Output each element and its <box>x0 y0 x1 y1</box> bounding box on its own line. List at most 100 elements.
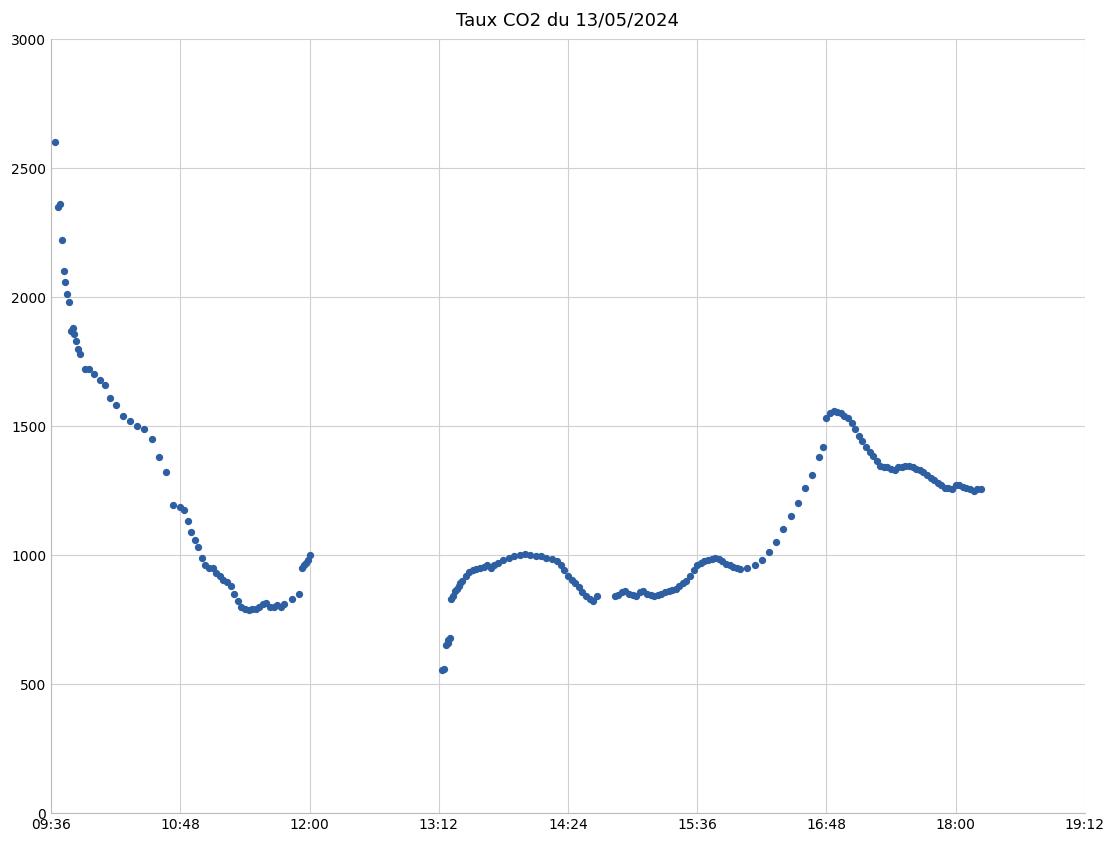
Point <box>494 554 512 567</box>
Point <box>240 604 258 617</box>
Point <box>552 559 570 572</box>
Point <box>739 561 757 575</box>
Point <box>471 561 489 575</box>
Point <box>76 362 94 376</box>
Point <box>461 565 479 578</box>
Point <box>836 409 854 422</box>
Point <box>521 548 539 561</box>
Point <box>918 469 936 482</box>
Point <box>825 404 843 417</box>
Point <box>907 462 925 475</box>
Point <box>439 633 456 647</box>
Point <box>889 460 907 474</box>
Point <box>446 584 464 598</box>
Point <box>211 569 229 583</box>
Point <box>258 596 276 609</box>
Point <box>860 445 878 459</box>
Point <box>282 592 300 605</box>
Point <box>606 589 624 603</box>
Point <box>532 550 550 563</box>
Point <box>516 547 533 561</box>
Point <box>190 540 208 554</box>
Point <box>789 497 807 510</box>
Point <box>574 586 591 599</box>
Point <box>175 503 193 517</box>
Point <box>703 552 721 566</box>
Point <box>500 550 518 564</box>
Point <box>849 430 867 443</box>
Point <box>940 481 958 495</box>
Point <box>753 554 771 567</box>
Point <box>706 550 724 564</box>
Point <box>264 600 282 614</box>
Point <box>872 459 889 473</box>
Point <box>588 589 606 603</box>
Point <box>731 562 749 576</box>
Point <box>297 556 315 570</box>
Point <box>182 525 200 539</box>
Point <box>225 587 243 600</box>
Point <box>437 639 455 652</box>
Point <box>218 576 235 589</box>
Point <box>85 368 103 381</box>
Point <box>122 414 140 427</box>
Point <box>857 440 875 454</box>
Point <box>796 481 814 495</box>
Point <box>214 572 232 586</box>
Point <box>616 584 634 598</box>
Point <box>90 373 108 386</box>
Point <box>671 579 689 593</box>
Point <box>247 603 264 616</box>
Point <box>685 564 703 577</box>
Point <box>49 200 67 213</box>
Point <box>114 409 132 422</box>
Point <box>442 592 460 605</box>
Point <box>814 440 831 454</box>
Point <box>631 586 648 599</box>
Point <box>810 450 828 464</box>
Point <box>724 560 742 573</box>
Point <box>456 569 474 583</box>
Point <box>901 459 918 473</box>
Point <box>904 460 922 474</box>
Point <box>200 561 218 575</box>
Point <box>882 462 899 475</box>
Point <box>485 559 503 572</box>
Point <box>713 555 731 568</box>
Point <box>538 550 556 564</box>
Point <box>846 422 864 435</box>
Point <box>768 535 786 549</box>
Point <box>290 587 308 600</box>
Point <box>570 581 588 594</box>
Point <box>556 564 574 577</box>
Point <box>506 550 523 563</box>
Point <box>886 463 904 476</box>
Point <box>577 589 595 603</box>
Point <box>157 465 175 479</box>
Point <box>150 450 167 464</box>
Title: Taux CO2 du 13/05/2024: Taux CO2 du 13/05/2024 <box>456 11 680 30</box>
Point <box>448 582 465 595</box>
Point <box>67 334 85 347</box>
Point <box>441 631 459 644</box>
Point <box>660 584 677 598</box>
Point <box>695 555 713 568</box>
Point <box>272 600 290 614</box>
Point <box>299 554 317 567</box>
Point <box>60 295 78 309</box>
Point <box>232 600 250 614</box>
Point <box>135 422 153 435</box>
Point <box>559 569 577 583</box>
Point <box>864 449 882 463</box>
Point <box>511 548 529 561</box>
Point <box>681 569 699 583</box>
Point <box>951 479 969 492</box>
Point <box>294 561 311 575</box>
Point <box>831 406 849 420</box>
Point <box>482 561 500 575</box>
Point <box>699 554 716 567</box>
Point <box>638 587 656 600</box>
Point <box>648 588 666 602</box>
Point <box>964 484 982 497</box>
Point <box>645 589 663 603</box>
